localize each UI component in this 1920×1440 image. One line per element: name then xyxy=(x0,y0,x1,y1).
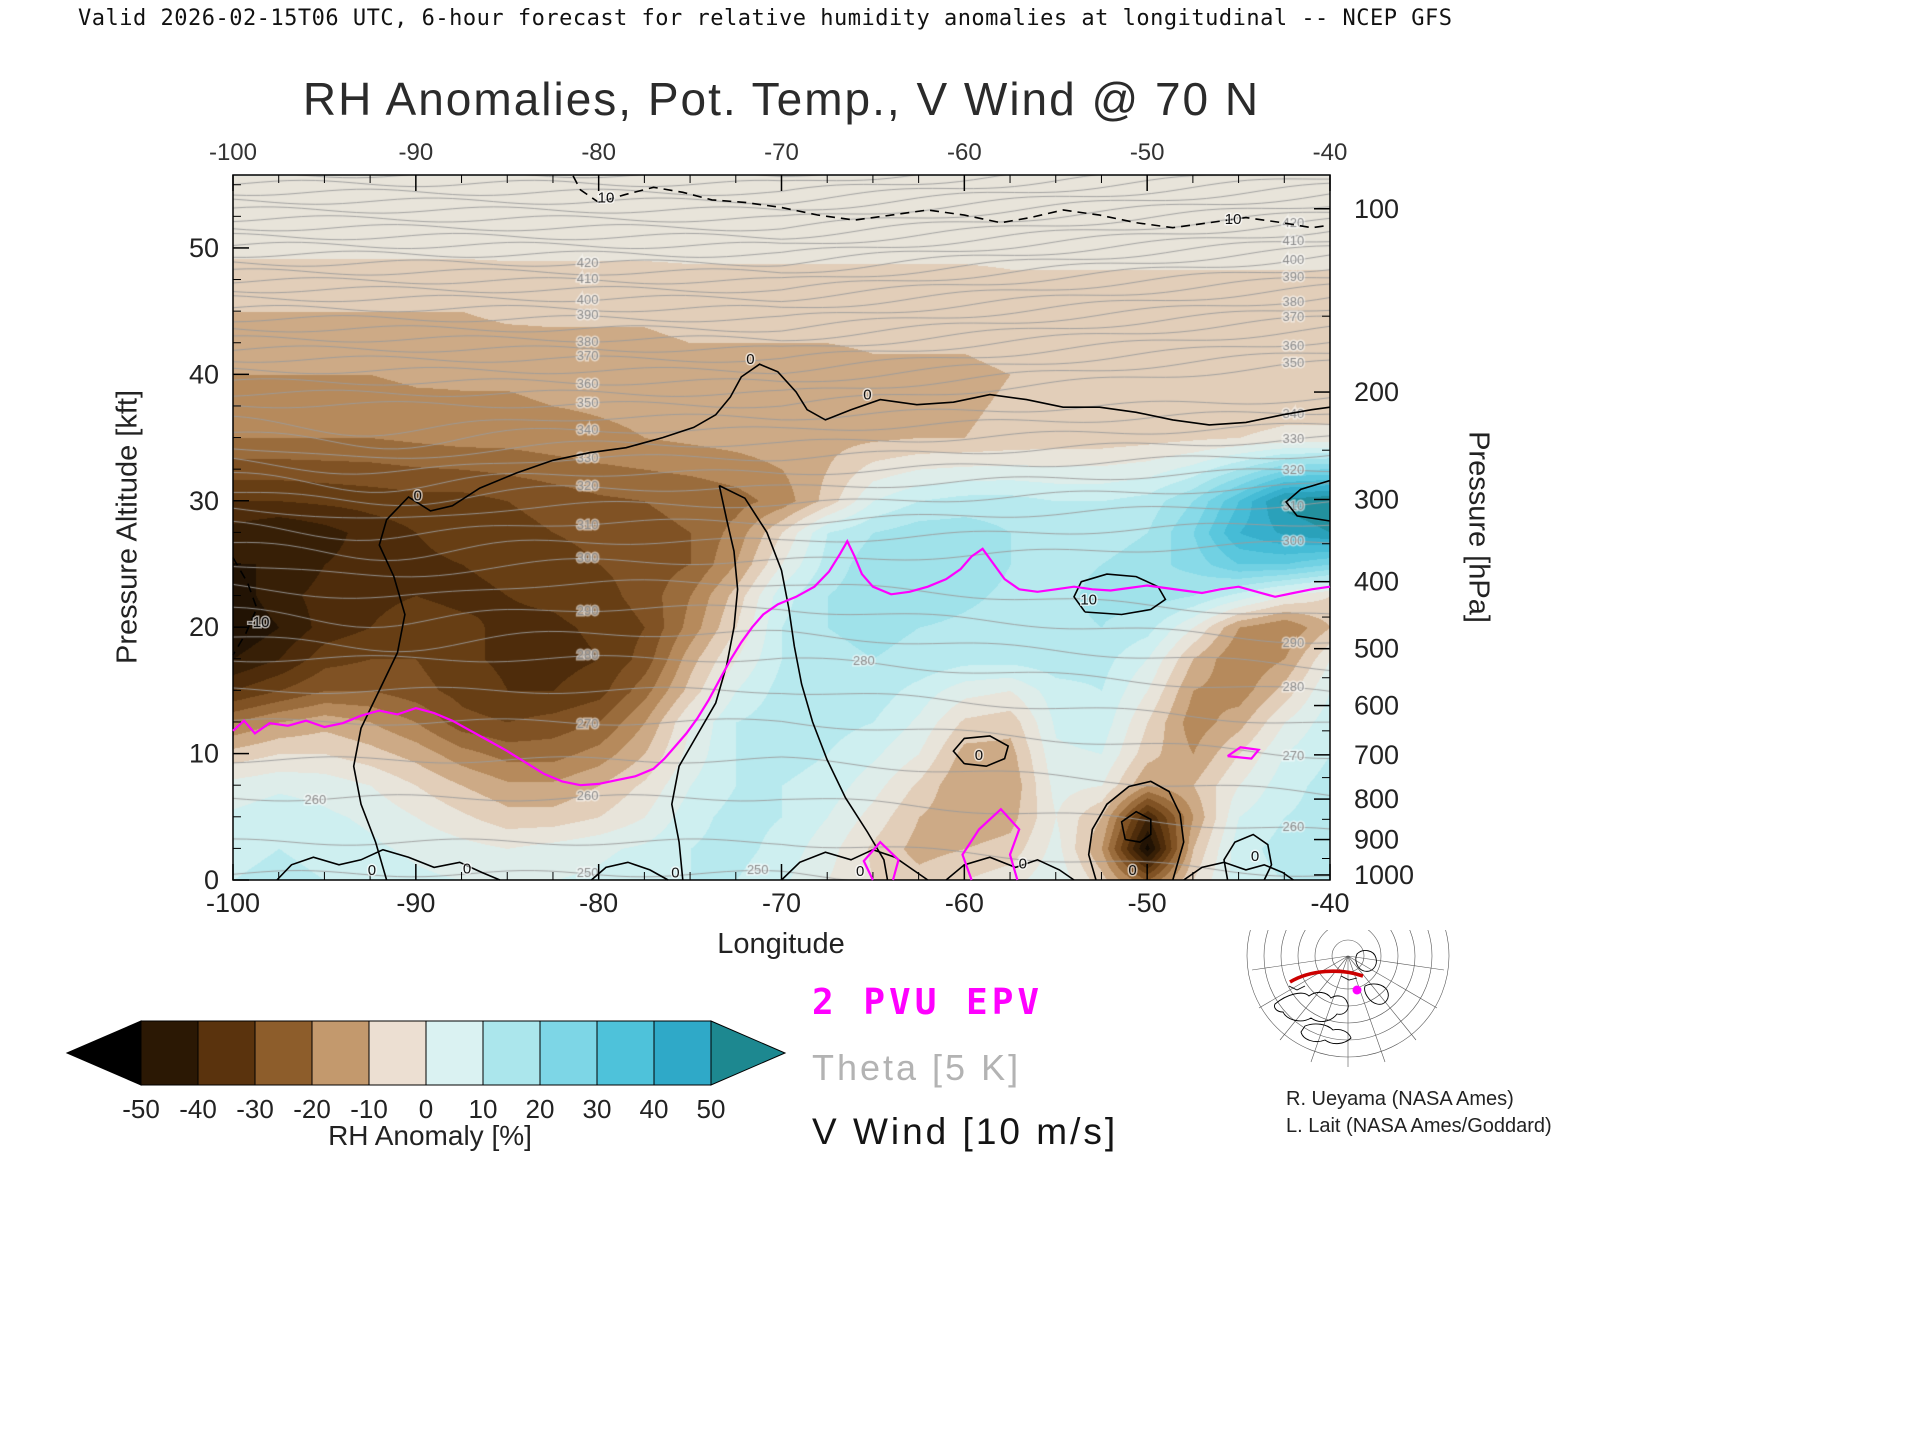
colorbar-tick-label: -40 xyxy=(179,1094,217,1124)
colorbar-label: RH Anomaly [%] xyxy=(328,1120,532,1151)
colorbar-segment xyxy=(482,1020,541,1086)
x-tick-label-bottom: -50 xyxy=(1128,888,1167,918)
legend-theta-label: Theta [5 K] xyxy=(812,1047,1022,1088)
colorbar-segment xyxy=(425,1020,484,1086)
colorbar-tick-label: 30 xyxy=(583,1094,612,1124)
colorbar-segment xyxy=(368,1020,427,1086)
y-left-tick-label: 20 xyxy=(189,612,219,642)
credits: R. Ueyama (NASA Ames) L. Lait (NASA Ames… xyxy=(1286,1086,1552,1140)
y-axis-left-title: Pressure Altitude [kft] xyxy=(111,389,144,665)
y-right-tick-label: 700 xyxy=(1354,740,1399,770)
map-graticule xyxy=(1246,930,1450,1067)
y-right-tick-label: 900 xyxy=(1354,825,1399,855)
x-tick-label-bottom: -70 xyxy=(762,888,801,918)
map-point xyxy=(1352,985,1362,995)
colorbar-tick-label: 50 xyxy=(697,1094,726,1124)
y-left-tick-label: 50 xyxy=(189,233,219,263)
x-tick-label-top: -80 xyxy=(581,139,616,166)
colorbar-tick-label: -50 xyxy=(122,1094,160,1124)
legend-epv-label: 2 PVU EPV xyxy=(812,982,1044,1023)
y-right-tick-label: 400 xyxy=(1354,567,1399,597)
inset-map xyxy=(1246,930,1450,1067)
y-right-tick-label: 300 xyxy=(1354,484,1399,514)
colorbar-tick-label: -20 xyxy=(293,1094,331,1124)
y-right-tick-label: 1000 xyxy=(1354,860,1414,890)
y-right-tick-label: 800 xyxy=(1354,784,1399,814)
y-right-tick-label: 200 xyxy=(1354,377,1399,407)
x-tick-label-top: -100 xyxy=(209,139,257,166)
x-tick-label-bottom: -80 xyxy=(579,888,618,918)
colorbar-segment xyxy=(653,1020,712,1086)
colorbar-under-arrow xyxy=(65,1020,142,1086)
colorbar: -50 -40 -30 -20 -10 0 10 20 30 40 50 xyxy=(65,1020,787,1124)
colorbar-tick-label: 40 xyxy=(640,1094,669,1124)
map-coastline xyxy=(1274,950,1389,1045)
x-tick-label-top: -70 xyxy=(764,139,799,166)
x-tick-label-bottom: -40 xyxy=(1310,888,1349,918)
valid-time-header: Valid 2026-02-15T06 UTC, 6-hour forecast… xyxy=(78,6,1453,31)
y-left-tick-label: 30 xyxy=(189,486,219,516)
colorbar-tick-label: -30 xyxy=(236,1094,274,1124)
plot-title: RH Anomalies, Pot. Temp., V Wind @ 70 N xyxy=(302,73,1261,125)
y-left-tick-label: 0 xyxy=(204,865,219,895)
rh-anomaly-field-canvas xyxy=(233,175,1330,880)
credit-line-2: L. Lait (NASA Ames/Goddard) xyxy=(1286,1115,1552,1137)
map-transect-line xyxy=(1289,969,1364,984)
x-tick-label-top: -40 xyxy=(1313,139,1348,166)
colorbar-segment xyxy=(596,1020,655,1086)
x-axis-title: Longitude xyxy=(717,928,845,960)
x-tick-label-bottom: -90 xyxy=(396,888,435,918)
x-tick-label-bottom: -100 xyxy=(206,888,260,918)
x-tick-label-top: -50 xyxy=(1130,139,1165,166)
colorbar-tick-label: 0 xyxy=(419,1094,433,1124)
colorbar-tick-label: -10 xyxy=(350,1094,388,1124)
credit-line-1: R. Ueyama (NASA Ames) xyxy=(1286,1088,1514,1110)
colorbar-segment xyxy=(254,1020,313,1086)
y-right-tick-label: 600 xyxy=(1354,691,1399,721)
legend-vwind-label: V Wind [10 m/s] xyxy=(812,1111,1119,1152)
y-left-tick-label: 10 xyxy=(189,739,219,769)
colorbar-over-arrow xyxy=(710,1020,787,1086)
y-left-tick-label: 40 xyxy=(189,359,219,389)
x-tick-label-top: -90 xyxy=(398,139,433,166)
colorbar-segment xyxy=(311,1020,370,1086)
x-tick-label-top: -60 xyxy=(947,139,982,166)
colorbar-segment xyxy=(539,1020,598,1086)
x-tick-label-bottom: -60 xyxy=(945,888,984,918)
y-right-tick-label: 500 xyxy=(1354,634,1399,664)
y-right-tick-label: 100 xyxy=(1354,194,1399,224)
y-axis-right-title: Pressure [hPa] xyxy=(1462,431,1495,623)
colorbar-segment xyxy=(140,1020,199,1086)
colorbar-tick-label: 10 xyxy=(469,1094,498,1124)
colorbar-segment xyxy=(197,1020,256,1086)
legend: 2 PVU EPV Theta [5 K] V Wind [10 m/s] xyxy=(812,982,1118,1153)
colorbar-tick-label: 20 xyxy=(526,1094,555,1124)
